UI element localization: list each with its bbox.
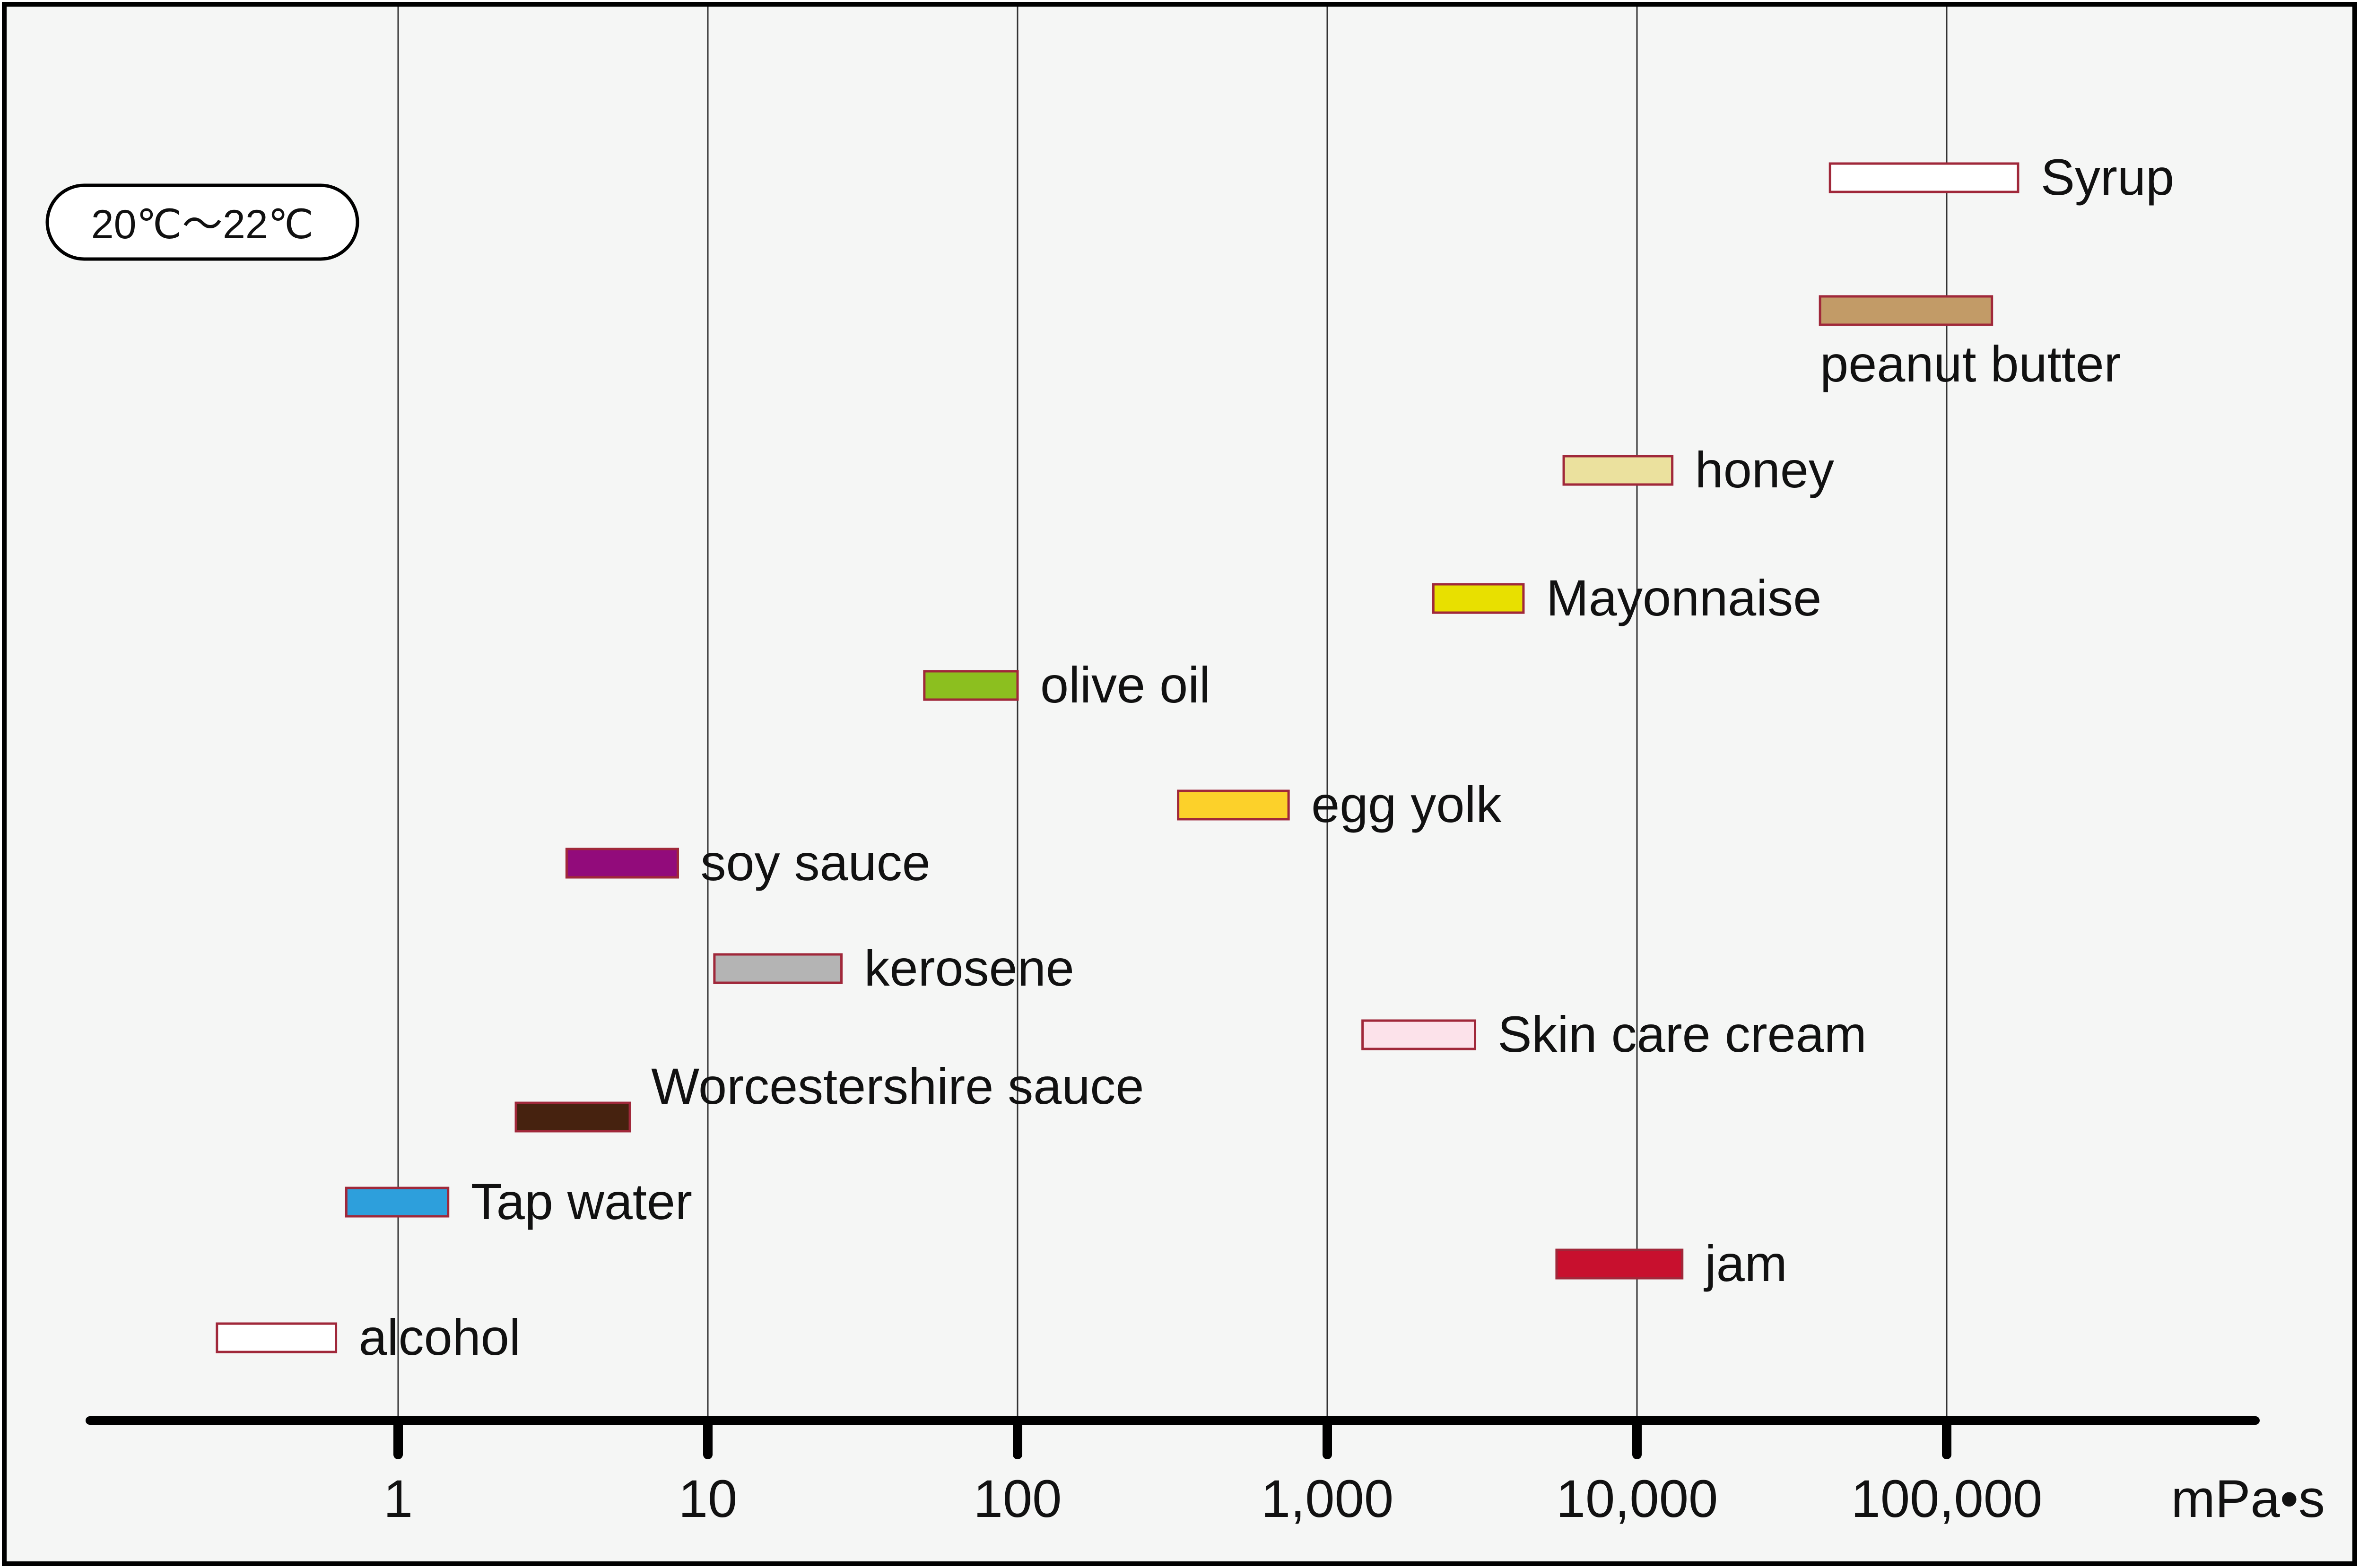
series-label: olive oil [1040,656,1210,713]
range-bar [923,670,1019,701]
range-bar [1177,789,1290,821]
series-label: egg yolk [1311,776,1502,833]
x-tick-label: 10 [679,1469,738,1528]
temperature-badge-outline [45,183,359,261]
range-bar [565,848,679,879]
range-bar [1432,583,1525,614]
series-label: jam [1704,1235,1787,1292]
range-bar [1828,162,2020,193]
viscosity-labels: Syrup peanut butter honey Mayonnaise olive o… [359,148,2175,1366]
series-label: peanut butter [1820,335,2121,392]
x-axis: 1 10 100 1,000 10,000 100,000 mPa•s [86,1416,2325,1528]
range-bar [1562,455,1674,486]
range-bar [1361,1019,1477,1050]
range-bar [713,953,843,984]
series-label: honey [1695,441,1834,498]
range-bar [514,1101,631,1133]
grid-lines [397,7,1948,1421]
temperature-badge: 20℃～22℃ [45,183,359,261]
series-label: Tap water [471,1173,692,1230]
range-bar [216,1322,338,1353]
x-unit-label: mPa•s [2171,1469,2325,1528]
range-bar [1555,1248,1684,1280]
range-bar [345,1187,450,1218]
x-tick-label: 1,000 [1261,1469,1393,1528]
series-label: kerosene [864,939,1074,996]
series-label: Skin care cream [1498,1005,1867,1063]
x-tick-label: 10,000 [1556,1469,1718,1528]
series-label: Worcestershire sauce [651,1057,1144,1115]
series-label: soy sauce [701,834,931,891]
temperature-label: 20℃～22℃ [91,202,313,247]
series-label: Syrup [2041,148,2174,206]
x-tick-label: 100 [974,1469,1062,1528]
series-label: Mayonnaise [1546,569,1821,626]
x-tick-label: 100,000 [1851,1469,2043,1528]
range-bar [1819,295,1993,326]
viscosity-bars [216,162,2020,1353]
series-label: alcohol [359,1308,521,1366]
x-tick-label: 1 [383,1469,413,1528]
